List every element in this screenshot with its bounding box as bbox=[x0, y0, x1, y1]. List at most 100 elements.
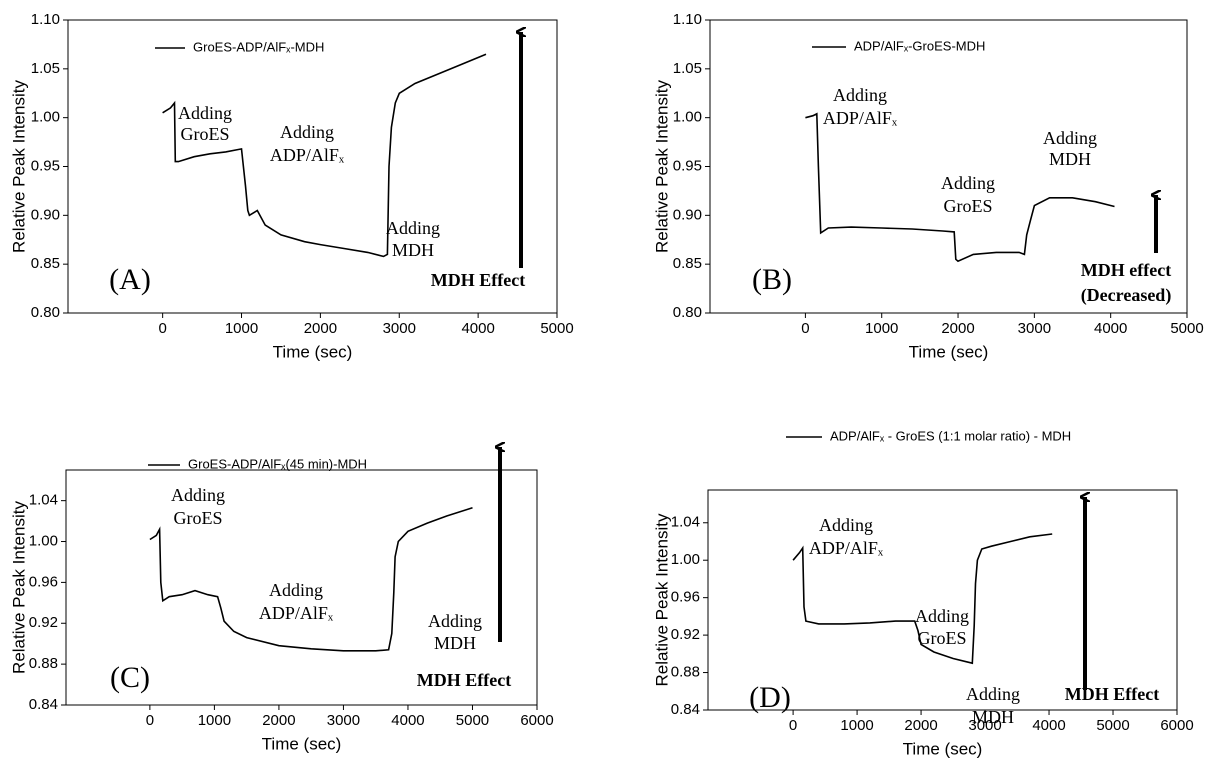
x-tick-label: 5000 bbox=[540, 320, 573, 337]
x-tick-label: 0 bbox=[146, 712, 154, 729]
x-tick-label: 2000 bbox=[941, 320, 974, 337]
y-tick-label: 0.84 bbox=[671, 701, 700, 718]
legend-label: GroES-ADP/AlFₓ-MDH bbox=[193, 39, 324, 54]
y-tick-label: 0.96 bbox=[29, 573, 58, 590]
y-axis-label: Relative Peak Intensity bbox=[9, 501, 28, 674]
y-axis-label: Relative Peak Intensity bbox=[9, 80, 28, 253]
annotation: GroES bbox=[181, 124, 230, 144]
plot-frame bbox=[65, 469, 538, 706]
annotation: Adding bbox=[966, 684, 1020, 704]
y-tick-label: 1.00 bbox=[29, 532, 58, 549]
x-axis-label: Time (sec) bbox=[909, 342, 989, 361]
y-tick-label: 1.04 bbox=[671, 514, 700, 531]
annotation: Adding bbox=[833, 85, 887, 105]
x-tick-label: 1000 bbox=[840, 717, 873, 734]
x-tick-label: 1000 bbox=[225, 320, 258, 337]
annotation: MDH effect bbox=[1081, 260, 1171, 280]
y-tick-label: 0.92 bbox=[671, 626, 700, 643]
y-tick-label: 1.04 bbox=[29, 492, 58, 509]
data-line bbox=[805, 112, 1115, 263]
y-tick-label: 0.96 bbox=[671, 589, 700, 606]
x-tick-label: 0 bbox=[789, 717, 797, 734]
y-tick-label: 0.88 bbox=[671, 664, 700, 681]
annotation: MDH bbox=[1049, 149, 1091, 169]
annotation: MDH bbox=[392, 240, 434, 260]
x-tick-label: 3000 bbox=[1018, 320, 1051, 337]
y-tick-label: 0.80 bbox=[673, 304, 702, 321]
annotation: ADP/AlFₓ bbox=[809, 538, 884, 558]
legend-label: GroES-ADP/AlFₓ(45 min)-MDH bbox=[188, 456, 367, 471]
data-line bbox=[149, 507, 473, 652]
x-tick-label: 2000 bbox=[262, 712, 295, 729]
x-tick-label: 4000 bbox=[1032, 717, 1065, 734]
x-tick-label: 4000 bbox=[1094, 320, 1127, 337]
panel-label: (C) bbox=[110, 661, 150, 694]
x-axis-label: Time (sec) bbox=[273, 342, 353, 361]
annotation: MDH bbox=[972, 707, 1014, 727]
y-tick-label: 0.90 bbox=[31, 206, 60, 223]
y-tick-label: 1.00 bbox=[671, 551, 700, 568]
y-tick-label: 0.92 bbox=[29, 614, 58, 631]
data-line bbox=[792, 533, 1053, 665]
x-tick-label: 3000 bbox=[968, 717, 1001, 734]
annotation: Adding bbox=[280, 122, 334, 142]
annotation: Adding bbox=[915, 606, 969, 626]
y-axis-label: Relative Peak Intensity bbox=[652, 80, 671, 253]
annotation: MDH Effect bbox=[1065, 684, 1159, 704]
annotation: MDH Effect bbox=[431, 270, 525, 290]
panel-label: (D) bbox=[749, 681, 791, 714]
x-tick-label: 5000 bbox=[1170, 320, 1203, 337]
y-tick-label: 1.00 bbox=[673, 109, 702, 126]
legend-label: ADP/AlFₓ - GroES (1:1 molar ratio) - MDH bbox=[830, 428, 1071, 443]
x-tick-label: 5000 bbox=[456, 712, 489, 729]
plot-frame bbox=[707, 489, 1178, 711]
y-tick-label: 0.90 bbox=[673, 206, 702, 223]
y-tick-label: 1.05 bbox=[31, 60, 60, 77]
legend-label: ADP/AlFₓ-GroES-MDH bbox=[854, 38, 985, 53]
x-tick-label: 2000 bbox=[904, 717, 937, 734]
y-tick-label: 0.95 bbox=[31, 157, 60, 174]
annotation: GroES bbox=[944, 196, 993, 216]
annotation: Adding bbox=[269, 580, 323, 600]
x-tick-label: 6000 bbox=[520, 712, 553, 729]
data-line bbox=[162, 53, 487, 258]
annotation: Adding bbox=[171, 485, 225, 505]
y-axis-label: Relative Peak Intensity bbox=[652, 513, 671, 686]
y-tick-label: 0.85 bbox=[673, 255, 702, 272]
x-tick-label: 1000 bbox=[865, 320, 898, 337]
x-tick-label: 6000 bbox=[1160, 717, 1193, 734]
x-tick-label: 5000 bbox=[1096, 717, 1129, 734]
annotation: Adding bbox=[941, 173, 995, 193]
annotation: GroES bbox=[918, 628, 967, 648]
y-tick-label: 0.85 bbox=[31, 255, 60, 272]
annotation: ADP/AlFₓ bbox=[270, 145, 345, 165]
x-axis-label: Time (sec) bbox=[262, 734, 342, 753]
x-tick-label: 0 bbox=[801, 320, 809, 337]
annotation: Adding bbox=[428, 611, 482, 631]
annotation: MDH Effect bbox=[417, 670, 511, 690]
x-tick-label: 4000 bbox=[391, 712, 424, 729]
x-tick-label: 4000 bbox=[461, 320, 494, 337]
y-tick-label: 1.05 bbox=[673, 60, 702, 77]
y-tick-label: 1.00 bbox=[31, 109, 60, 126]
x-tick-label: 0 bbox=[158, 320, 166, 337]
annotation: Adding bbox=[386, 218, 440, 238]
y-tick-label: 0.88 bbox=[29, 655, 58, 672]
x-tick-label: 3000 bbox=[383, 320, 416, 337]
y-tick-label: 0.84 bbox=[29, 696, 58, 713]
x-axis-label: Time (sec) bbox=[903, 739, 983, 758]
x-tick-label: 1000 bbox=[198, 712, 231, 729]
y-tick-label: 1.10 bbox=[673, 11, 702, 28]
panel-label: (B) bbox=[752, 263, 792, 296]
annotation: Adding bbox=[1043, 128, 1097, 148]
annotation: GroES bbox=[174, 508, 223, 528]
annotation: Adding bbox=[819, 515, 873, 535]
x-tick-label: 3000 bbox=[327, 712, 360, 729]
annotation: ADP/AlFₓ bbox=[259, 603, 334, 623]
annotation: ADP/AlFₓ bbox=[823, 108, 898, 128]
annotation: Adding bbox=[178, 103, 232, 123]
y-tick-label: 1.10 bbox=[31, 11, 60, 28]
annotation: MDH bbox=[434, 633, 476, 653]
y-tick-label: 0.95 bbox=[673, 157, 702, 174]
